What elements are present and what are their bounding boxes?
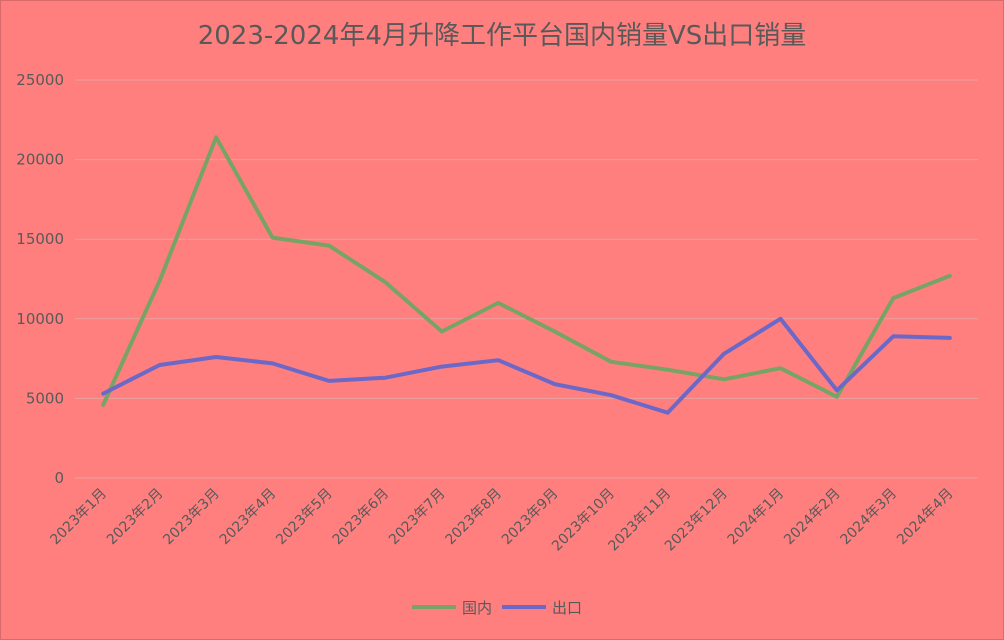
x-tick-label: 2023年1月 — [47, 486, 110, 549]
x-axis-tick-labels: 2023年1月2023年2月2023年3月2023年4月2023年5月2023年… — [47, 486, 956, 555]
legend-label: 国内 — [462, 599, 492, 617]
x-tick-label: 2023年2月 — [104, 486, 167, 549]
gridlines — [75, 79, 978, 479]
y-tick-label: 25000 — [16, 71, 64, 89]
x-tick-label: 2023年3月 — [160, 486, 223, 549]
y-tick-label: 5000 — [26, 389, 64, 407]
y-tick-label: 0 — [54, 469, 64, 487]
x-tick-label: 2024年2月 — [781, 486, 844, 549]
y-tick-label: 10000 — [16, 310, 64, 328]
series-line-1 — [101, 316, 952, 415]
x-tick-label: 2023年6月 — [330, 486, 393, 549]
legend-label: 出口 — [552, 599, 582, 617]
series-lines — [101, 135, 952, 415]
x-tick-label: 2024年3月 — [838, 486, 901, 549]
series-line-0 — [101, 135, 952, 407]
x-tick-label: 2023年7月 — [386, 486, 449, 549]
x-tick-label: 2023年8月 — [442, 486, 505, 549]
legend: 国内 出口 — [412, 599, 582, 617]
x-tick-label: 2024年1月 — [725, 486, 788, 549]
chart-title: 2023-2024年4月升降工作平台国内销量VS出口销量 — [198, 21, 807, 51]
x-tick-label: 2024年4月 — [894, 486, 957, 549]
x-tick-label: 2023年5月 — [273, 486, 336, 549]
y-tick-label: 15000 — [16, 230, 64, 248]
y-tick-label: 20000 — [16, 151, 64, 169]
x-tick-label: 2023年4月 — [217, 486, 280, 549]
y-axis-tick-labels: 0 5000 10000 15000 20000 25000 — [16, 71, 64, 487]
